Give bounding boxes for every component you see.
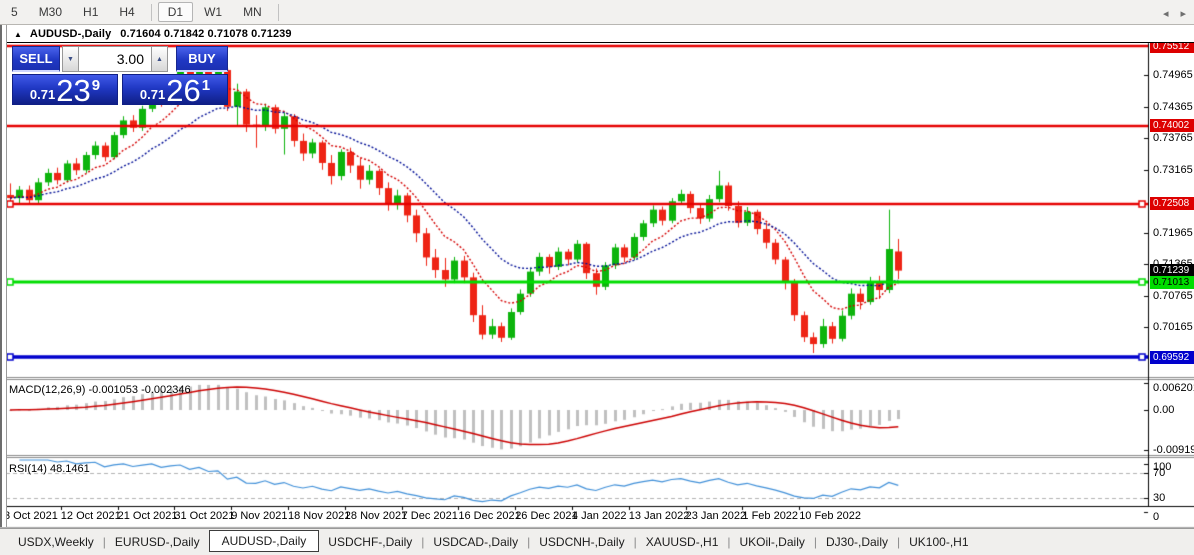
price-axis-tick-label: 0.70765 [1153,289,1193,302]
symbol-tab-bar: USDX,Weekly | EURUSD-,Daily AUDUSD-,Daily US… [0,528,1194,555]
symbol-tab-eurusd-daily[interactable]: EURUSD-,Daily [114,535,200,549]
rsi-indicator-label: RSI(14) 48.1461 [9,463,90,475]
chart-title-bar: ▲ AUDUSD-,Daily 0.71604 0.71842 0.71078 … [6,26,1194,43]
date-axis-label: 12 Oct 2021 [60,510,121,522]
macd-axis-tick-label: -0.009197 [1153,443,1194,456]
tab-separator: | [102,535,106,549]
buy-button[interactable]: BUY [176,46,228,72]
price-axis-tick-label: 0.74365 [1153,100,1193,113]
date-axis-label: 18 Nov 2021 [288,510,351,522]
bid-price-big: 23 [56,73,91,108]
bid-price-pipette: 9 [91,77,101,94]
sell-button[interactable]: SELL [12,46,60,72]
price-level-badge: 0.69592 [1150,350,1194,364]
macd-current-values: -0.001053 -0.002346 [88,384,191,396]
symbol-tab-usdx-weekly[interactable]: USDX,Weekly [18,535,94,549]
date-axis-label: 10 Feb 2022 [799,510,861,522]
ask-price-prefix: 0.71 [139,87,166,102]
price-axis-tick-label: 0.73765 [1153,132,1193,144]
date-axis-label: 1 Feb 2022 [742,510,799,522]
symbol-tab-audusd-daily[interactable]: AUDUSD-,Daily [208,530,320,552]
symbol-tab-uk100-h1[interactable]: UK100-,H1 [909,535,969,549]
bid-price-box[interactable]: 0.71 23 9 [12,73,118,108]
symbol-tab-ukoil-daily[interactable]: UKOil-,Daily [739,535,805,549]
date-axis-label: 31 Oct 2021 [174,510,235,522]
price-axis-tick-label: 0.71965 [1153,226,1193,239]
date-axis-label: 16 Dec 2021 [458,510,521,522]
tab-scroll-left-icon[interactable]: ◂ [1162,8,1169,20]
date-axis-label: 7 Dec 2021 [401,510,458,522]
chart-symbol-title: AUDUSD-,Daily [29,28,112,40]
tab-scroll-right-icon[interactable]: ▸ [1180,8,1186,20]
window-left-frame [0,25,7,527]
tab-separator: | [633,535,637,549]
rsi-axis-tick-label: 0 [1153,510,1160,523]
symbol-tab-usdcnh-daily[interactable]: USDCNH-,Daily [539,535,625,549]
date-axis-label: 3 Oct 2021 [4,510,58,522]
price-axis-tick-label: 0.70165 [1153,321,1193,333]
date-axis-label: 26 Dec 2021 [515,510,578,522]
macd-axis-tick-label: 0.00 [1153,404,1175,416]
tab-separator: | [727,535,731,549]
price-level-badge: 0.71239 [1150,264,1194,278]
rsi-axis-tick-label: 100 [1153,461,1172,473]
one-click-trading-panel: SELL ▼ 3.00 ▲ BUY 0.71 23 9 0.71 26 1 [12,46,228,108]
symbol-tab-usdcad-daily[interactable]: USDCAD-,Daily [433,535,519,549]
ask-price-big: 26 [166,73,201,108]
rsi-axis-tick-label: 30 [1153,492,1166,504]
macd-indicator-label: MACD(12,26,9) -0.001053 -0.002346 [9,384,191,396]
volume-increase-button[interactable]: ▲ [151,46,168,72]
date-axis-label: 23 Jan 2022 [685,510,747,522]
symbol-tab-usdchf-daily[interactable]: USDCHF-,Daily [328,535,413,549]
collapse-triangle-icon[interactable]: ▲ [14,29,22,39]
symbol-tab-xauusd-h1[interactable]: XAUUSD-,H1 [645,535,719,549]
bid-price-prefix: 0.71 [29,87,56,102]
rsi-axis-tick-label: 70 [1153,467,1166,479]
symbol-tab-dj30-daily[interactable]: DJ30-,Daily [825,535,888,549]
ask-price-box[interactable]: 0.71 26 1 [122,73,228,108]
price-level-badge: 0.74002 [1150,119,1194,133]
tab-scroll-controls: ◂ ▸ [1163,7,1186,20]
price-level-badge: 0.75512 [1150,39,1194,53]
volume-input[interactable]: 3.00 [79,46,151,72]
date-axis-label: 28 Nov 2021 [344,510,408,522]
macd-axis-tick-label: 0.006201 [1153,382,1194,394]
tab-separator: | [527,535,531,549]
volume-decrease-button[interactable]: ▼ [62,46,79,72]
price-level-badge: 0.72508 [1150,197,1194,211]
date-axis-label: 21 Oct 2021 [117,510,178,522]
tab-separator: | [897,535,901,549]
rsi-current-value: 48.1461 [49,463,90,475]
ask-price-pipette: 1 [201,77,211,94]
date-axis-label: 9 Nov 2021 [231,510,288,522]
date-axis-label: 4 Jan 2022 [572,510,627,522]
price-axis-tick-label: 0.74965 [1153,69,1193,81]
tab-separator: | [813,535,817,549]
chart-ohlc-values: 0.71604 0.71842 0.71078 0.71239 [120,28,292,40]
date-axis-label: 13 Jan 2022 [628,510,690,522]
tab-separator: | [421,535,425,549]
price-level-badge: 0.71013 [1150,275,1194,289]
price-axis-tick-label: 0.73165 [1153,163,1193,176]
